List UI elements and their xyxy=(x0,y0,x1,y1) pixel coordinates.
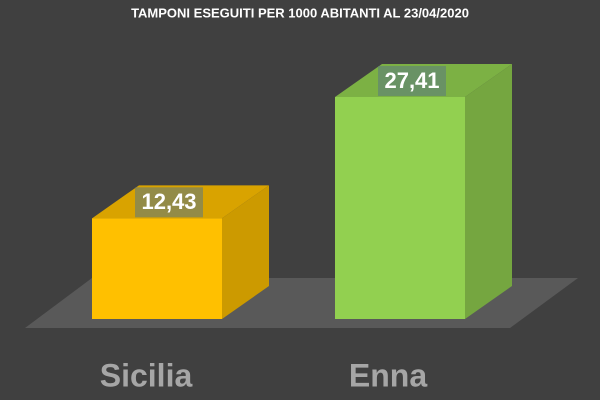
bar-side xyxy=(465,63,512,319)
bar-side xyxy=(222,185,269,319)
value-label-box xyxy=(378,65,446,96)
value-label-box xyxy=(135,187,203,218)
bar xyxy=(92,218,222,319)
bar xyxy=(335,96,465,319)
x-tick-label: Enna xyxy=(349,357,427,393)
value-label: 27,41 xyxy=(384,68,439,93)
chart-title: TAMPONI ESEGUITI PER 1000 ABITANTI AL 23… xyxy=(131,5,469,20)
x-tick-label: Sicilia xyxy=(100,357,193,393)
value-label: 12,43 xyxy=(141,189,196,214)
